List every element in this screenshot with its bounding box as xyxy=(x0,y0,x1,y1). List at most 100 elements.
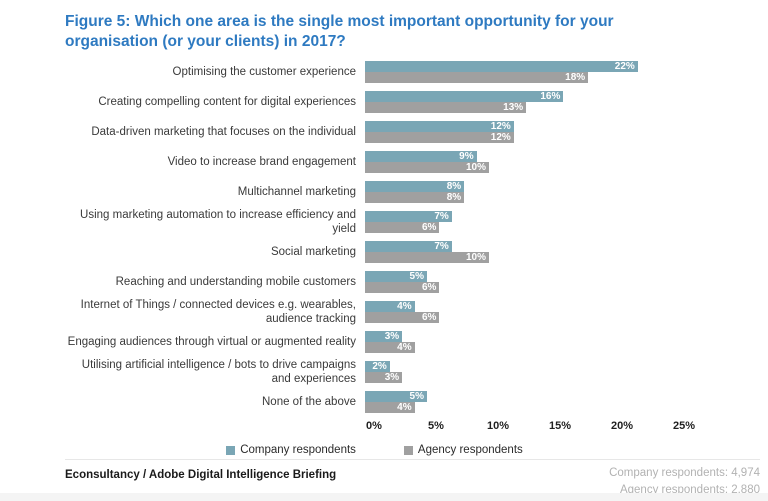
legend-item-company: Company respondents xyxy=(226,444,356,456)
bar-company: 9% xyxy=(365,151,477,162)
bar-company: 5% xyxy=(365,391,427,402)
chart-row: Engaging audiences through virtual or au… xyxy=(65,327,768,357)
bar-group: 12% 12% xyxy=(365,121,675,143)
chart-row: Optimising the customer experience 22% 18% xyxy=(65,57,768,87)
category-label: Reaching and understanding mobile custom… xyxy=(115,276,356,288)
chart-row: Using marketing automation to increase e… xyxy=(65,207,768,237)
x-axis-tick: 25% xyxy=(672,420,696,432)
chart-row: Internet of Things / connected devices e… xyxy=(65,297,768,327)
category-label: None of the above xyxy=(262,396,356,408)
bar-company: 7% xyxy=(365,241,452,252)
chart-row: Utilising artificial intelligence / bots… xyxy=(65,357,768,387)
bar-company: 22% xyxy=(365,61,638,72)
bar-value-label: 4% xyxy=(397,401,412,413)
bar-value-label: 8% xyxy=(446,191,462,203)
chart-row: Creating compelling content for digital … xyxy=(65,87,768,117)
bar-value-label: 2% xyxy=(372,360,387,372)
page-edge-strip xyxy=(0,493,768,501)
x-axis-tick: 0% xyxy=(366,420,382,432)
bar-agency: 8% xyxy=(365,191,465,203)
chart-row: Multichannel marketing 8% 8% xyxy=(65,177,768,207)
bar-group: 8% 8% xyxy=(365,181,675,203)
bar-value-label: 4% xyxy=(397,300,412,312)
bar-value-label: 12% xyxy=(490,120,511,132)
x-axis-row: 0% 5% 10% 15% 20% 25% xyxy=(65,420,768,435)
bar-value-label: 12% xyxy=(490,131,511,143)
footer: Econsultancy / Adobe Digital Intelligenc… xyxy=(65,459,760,498)
agency-respondents-count: Agency respondents: 2,880 xyxy=(619,483,760,496)
bar-value-label: 5% xyxy=(409,390,424,402)
company-respondents-count: Company respondents: 4,974 xyxy=(609,467,760,479)
bar-value-label: 3% xyxy=(384,371,400,383)
legend-label: Company respondents xyxy=(240,444,356,456)
bar-agency: 6% xyxy=(365,221,440,233)
category-label: Utilising artificial intelligence / bots… xyxy=(81,359,356,385)
bar-value-label: 10% xyxy=(465,161,486,173)
bar-value-label: 6% xyxy=(421,311,437,323)
bar-group: 5% 4% xyxy=(365,391,675,413)
chart-row: None of the above 5% 4% xyxy=(65,387,768,417)
bar-agency: 6% xyxy=(365,311,440,323)
category-label: Creating compelling content for digital … xyxy=(98,96,356,108)
legend-swatch-icon xyxy=(226,445,236,455)
bar-group: 5% 6% xyxy=(365,271,675,293)
chart-row: Video to increase brand engagement 9% 10% xyxy=(65,147,768,177)
bar-agency: 10% xyxy=(365,252,489,263)
category-label: Social marketing xyxy=(270,246,356,258)
source-attribution: Econsultancy / Adobe Digital Intelligenc… xyxy=(65,469,337,481)
bar-value-label: 3% xyxy=(384,330,400,342)
bar-value-label: 16% xyxy=(540,90,561,102)
bar-group: 9% 10% xyxy=(365,151,675,173)
bar-value-label: 4% xyxy=(397,341,412,353)
chart-legend: Company respondents Agency respondents xyxy=(65,444,684,456)
chart-rows: Optimising the customer experience 22% 18%… xyxy=(0,57,768,417)
bar-value-label: 7% xyxy=(434,210,449,222)
respondent-counts: Company respondents: 4,974 Agency respon… xyxy=(609,465,760,498)
bar-value-label: 10% xyxy=(465,251,486,263)
bar-value-label: 7% xyxy=(434,240,449,252)
bar-company: 4% xyxy=(365,301,415,312)
bar-company: 2% xyxy=(365,361,390,372)
legend-swatch-icon xyxy=(403,445,413,455)
bar-company: 3% xyxy=(365,330,403,342)
bar-agency: 4% xyxy=(365,342,415,353)
bar-agency: 18% xyxy=(365,71,589,83)
bar-value-label: 22% xyxy=(614,60,635,72)
x-axis-tick: 5% xyxy=(428,420,444,432)
bar-chart: Optimising the customer experience 22% 18%… xyxy=(0,57,768,456)
bar-company: 16% xyxy=(365,90,564,102)
chart-row: Data-driven marketing that focuses on th… xyxy=(65,117,768,147)
bar-agency: 13% xyxy=(365,101,527,113)
bar-value-label: 8% xyxy=(446,180,462,192)
chart-row: Reaching and understanding mobile custom… xyxy=(65,267,768,297)
bar-value-label: 9% xyxy=(459,150,474,162)
bar-company: 12% xyxy=(365,121,514,132)
bar-group: 22% 18% xyxy=(365,61,675,83)
x-axis-spacer xyxy=(65,420,374,435)
figure-title: Figure 5: Which one area is the single m… xyxy=(65,13,614,50)
bar-group: 7% 6% xyxy=(365,211,675,233)
bar-company: 5% xyxy=(365,271,427,282)
bar-agency: 6% xyxy=(365,282,440,293)
bar-group: 4% 6% xyxy=(365,301,675,323)
legend-label: Agency respondents xyxy=(417,444,523,456)
category-label: Internet of Things / connected devices e… xyxy=(80,299,356,325)
bar-group: 7% 10% xyxy=(365,241,675,263)
x-axis-tick: 10% xyxy=(486,420,510,432)
bar-value-label: 5% xyxy=(409,270,424,282)
category-label: Optimising the customer experience xyxy=(172,66,356,78)
bar-group: 3% 4% xyxy=(365,331,675,353)
bar-agency: 12% xyxy=(365,132,514,143)
bar-value-label: 13% xyxy=(503,101,524,113)
bar-company: 7% xyxy=(365,211,452,222)
bar-value-label: 18% xyxy=(565,71,586,83)
category-label: Engaging audiences through virtual or au… xyxy=(67,336,356,348)
bar-group: 16% 13% xyxy=(365,91,675,113)
legend-item-agency: Agency respondents xyxy=(403,444,523,456)
x-axis: 0% 5% 10% 15% 20% 25% xyxy=(366,420,695,435)
bar-company: 8% xyxy=(365,180,465,192)
x-axis-tick: 15% xyxy=(548,420,572,432)
bar-agency: 4% xyxy=(365,402,415,413)
bar-value-label: 6% xyxy=(421,221,437,233)
category-label: Multichannel marketing xyxy=(237,186,356,198)
